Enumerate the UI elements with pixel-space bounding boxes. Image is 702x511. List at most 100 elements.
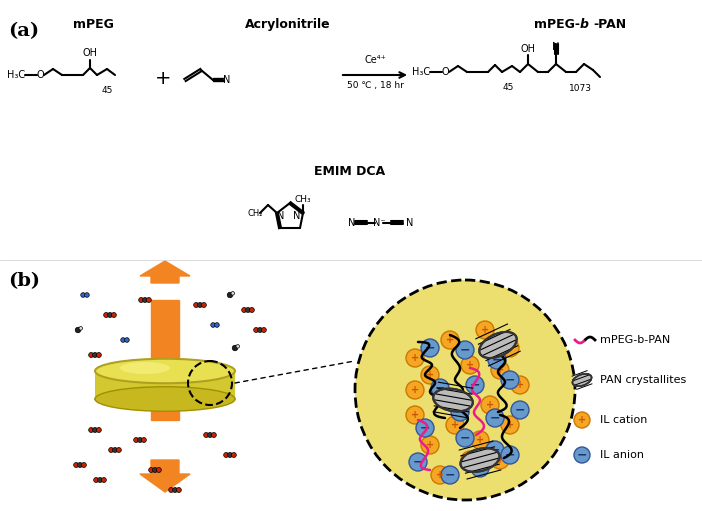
Text: N⁻: N⁻ [373,218,385,228]
Circle shape [152,468,157,473]
Text: H₃C: H₃C [412,67,430,77]
Circle shape [258,328,263,333]
Circle shape [93,477,98,482]
Circle shape [406,406,424,424]
Text: −: − [470,379,480,391]
Circle shape [139,297,144,303]
Text: −: − [577,449,588,461]
Circle shape [246,308,251,312]
Text: 1073: 1073 [569,84,592,93]
Text: 45: 45 [503,83,514,92]
Circle shape [501,339,519,357]
Ellipse shape [572,374,592,386]
Circle shape [406,381,424,399]
FancyArrow shape [151,300,179,420]
Circle shape [133,437,138,443]
Text: −: − [515,404,525,416]
Circle shape [236,344,239,348]
Text: +: + [426,370,434,380]
Circle shape [456,341,474,359]
Text: +: + [578,415,586,425]
Bar [95,371,235,399]
Circle shape [125,338,129,342]
Circle shape [197,303,202,308]
Text: −: − [455,406,465,419]
Text: N: N [347,218,355,228]
Ellipse shape [95,359,235,383]
Circle shape [491,451,509,469]
Circle shape [227,453,232,457]
Circle shape [416,419,434,437]
Text: +: + [506,420,514,430]
Circle shape [215,322,219,328]
Text: +: + [481,325,489,335]
Ellipse shape [95,387,235,411]
Circle shape [253,328,258,333]
Circle shape [431,379,449,397]
Circle shape [138,437,143,443]
Text: IL cation: IL cation [600,415,647,425]
Circle shape [88,353,93,358]
Text: +: + [466,455,474,465]
Circle shape [511,401,529,419]
Circle shape [77,462,82,468]
Text: +: + [451,420,459,430]
Text: -PAN: -PAN [593,18,626,31]
Circle shape [147,297,152,303]
Circle shape [261,328,266,333]
Circle shape [98,477,102,482]
Text: +: + [436,470,444,480]
Text: +: + [411,353,419,363]
Text: +: + [486,400,494,410]
Circle shape [79,327,83,330]
Circle shape [574,447,590,463]
Circle shape [211,322,216,328]
Circle shape [81,462,86,468]
Circle shape [121,338,126,342]
Ellipse shape [433,389,472,411]
Text: PAN crystallites: PAN crystallites [600,375,687,385]
Circle shape [486,441,504,459]
Circle shape [421,436,439,454]
Circle shape [85,293,89,297]
Circle shape [81,293,86,297]
Circle shape [168,487,173,493]
Text: +: + [411,410,419,420]
Text: +: + [496,365,504,375]
Circle shape [141,437,146,443]
Text: +: + [154,68,171,87]
Text: 45: 45 [101,86,113,95]
Circle shape [501,416,519,434]
Circle shape [471,459,489,477]
Text: −: − [490,444,501,456]
Text: +: + [506,343,514,353]
Text: EMIM DCA: EMIM DCA [314,165,385,178]
Text: H₃C: H₃C [7,70,25,80]
Text: −: − [435,382,445,394]
Circle shape [441,466,459,484]
Circle shape [232,345,238,351]
Circle shape [74,462,79,468]
Circle shape [476,321,494,339]
Circle shape [461,451,479,469]
Text: CH₂: CH₂ [247,208,263,218]
Text: +: + [496,455,504,465]
Circle shape [112,448,117,452]
Text: +: + [476,435,484,445]
Text: −: − [491,354,502,366]
Circle shape [431,466,449,484]
Circle shape [488,351,506,369]
Circle shape [249,308,254,312]
Text: (a): (a) [8,22,39,40]
Circle shape [481,396,499,414]
Text: −: − [460,431,470,445]
Ellipse shape [461,448,500,472]
Circle shape [96,428,101,432]
Circle shape [421,366,439,384]
Circle shape [232,453,237,457]
Circle shape [104,313,109,317]
Text: N: N [552,42,559,52]
Circle shape [208,432,213,437]
Text: N: N [406,218,413,228]
Circle shape [466,376,484,394]
